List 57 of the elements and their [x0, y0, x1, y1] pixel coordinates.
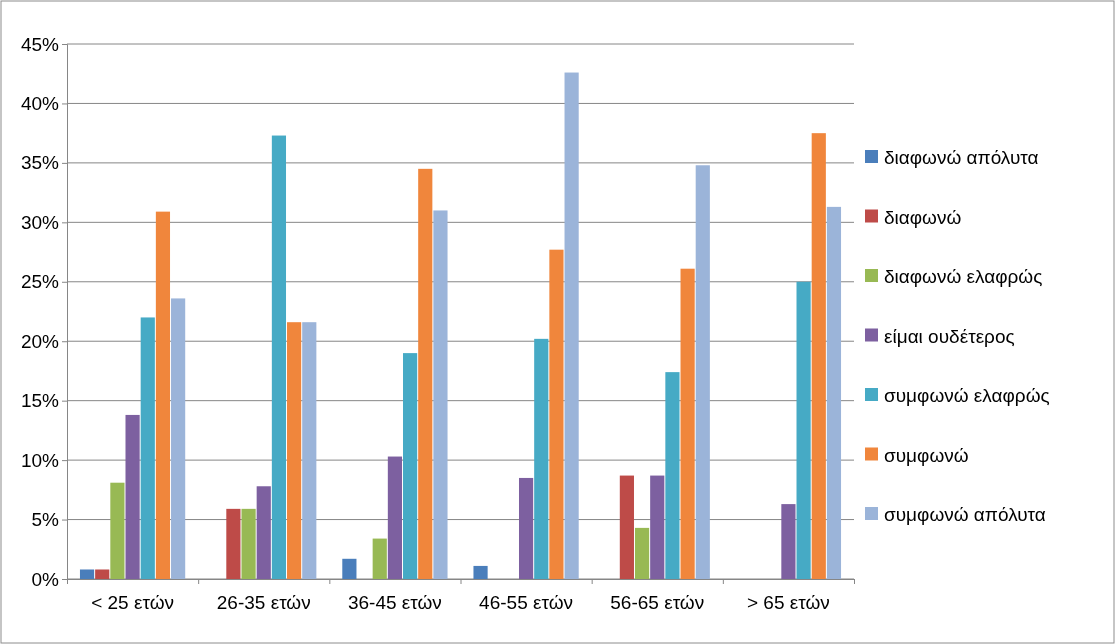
y-tick-label: 0%: [31, 568, 60, 590]
bar: [619, 475, 634, 579]
x-tick-label: 46-55 ετών: [479, 592, 574, 613]
bar: [650, 475, 665, 579]
bar: [695, 165, 710, 579]
bar: [549, 249, 564, 579]
bar: [518, 477, 534, 579]
bar: [680, 268, 695, 579]
bar: [418, 168, 433, 579]
y-tick-label: 35%: [20, 152, 60, 174]
bar: [302, 322, 317, 579]
bar: [256, 486, 271, 579]
bar: [473, 565, 488, 579]
bar: [271, 135, 287, 579]
bar: [95, 569, 110, 579]
bar: [781, 504, 796, 579]
bar: [826, 206, 842, 579]
y-tick-label: 15%: [20, 390, 60, 412]
bar: [433, 210, 448, 579]
bar: [811, 133, 826, 579]
legend-label: συμφωνώ ελαφρώς: [884, 385, 1050, 406]
y-tick-label: 5%: [31, 509, 60, 531]
bar: [79, 569, 95, 579]
bar: [171, 298, 186, 579]
x-tick-label: 56-65 ετών: [610, 592, 705, 613]
x-tick-label: < 25 ετών: [91, 592, 174, 613]
legend-label: συμφωνώ: [884, 444, 969, 466]
bar: [372, 538, 387, 579]
y-tick-label: 45%: [20, 33, 60, 55]
y-tick-label: 40%: [20, 93, 60, 115]
bar: [155, 211, 171, 579]
x-tick-label: 36-45 ετών: [347, 592, 442, 613]
y-tick-label: 10%: [20, 449, 60, 471]
x-tick-label: > 65 ετών: [747, 592, 830, 613]
legend-label: διαφωνώ απόλυτα: [884, 147, 1039, 168]
bar: [564, 72, 579, 579]
bar: [796, 281, 811, 579]
legend-label: είμαι ουδέτερος: [884, 325, 1015, 347]
legend-label: συμφωνώ απόλυτα: [884, 504, 1046, 525]
bar: [534, 338, 549, 579]
bar: [287, 322, 302, 579]
bar: [403, 353, 418, 579]
bar: [125, 414, 140, 579]
y-tick-label: 20%: [20, 330, 60, 352]
legend-label: διαφωνώ ελαφρώς: [884, 266, 1043, 287]
bar: [665, 372, 680, 579]
bar: [226, 508, 241, 579]
bar: [241, 508, 256, 579]
legend-label: διαφωνώ: [884, 206, 962, 228]
bar: [110, 482, 125, 579]
bar: [387, 456, 403, 579]
y-tick-label: 30%: [20, 211, 60, 233]
bar: [342, 558, 357, 579]
x-tick-label: 26-35 ετών: [216, 592, 311, 613]
bar: [634, 527, 650, 579]
y-tick-label: 25%: [20, 271, 60, 293]
bar: [140, 317, 155, 579]
